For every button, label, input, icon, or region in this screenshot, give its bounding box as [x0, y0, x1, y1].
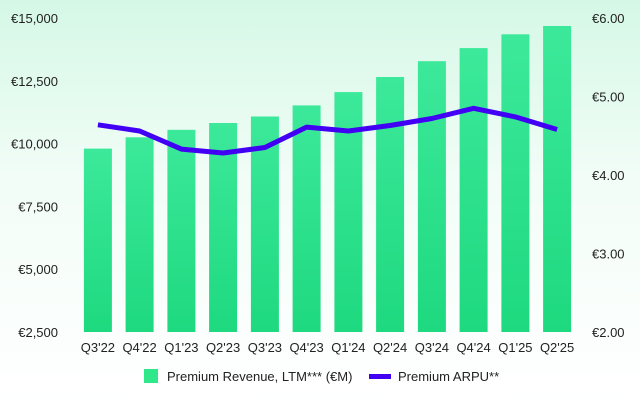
- y-right-tick-label: €2.00: [592, 325, 625, 340]
- y-left-tick-label: €7,500: [18, 199, 58, 214]
- x-axis: Q3'22 Q4'22 Q1'23 Q2'23 Q3'23 Q4'23 Q1'24 Q2'24…: [81, 340, 574, 355]
- legend-swatch-arpu: [369, 374, 391, 379]
- x-tick-label: Q1'24: [331, 340, 365, 355]
- legend: Premium Revenue, LTM*** (€M) Premium ARP…: [144, 369, 499, 384]
- x-tick-label: Q1'25: [498, 340, 532, 355]
- revenue-bar: [376, 77, 405, 332]
- legend-swatch-revenue: [144, 369, 158, 383]
- revenue-bar: [83, 148, 112, 332]
- y-right-tick-label: €5.00: [592, 90, 625, 105]
- x-tick-label: Q3'24: [415, 340, 449, 355]
- x-tick-label: Q2'24: [373, 340, 407, 355]
- revenue-bar: [292, 105, 321, 333]
- arpu-line: [97, 105, 558, 156]
- x-tick-label: Q3'22: [81, 340, 115, 355]
- revenue-bar: [501, 34, 530, 333]
- y-right-tick-label: €6.00: [592, 11, 625, 26]
- x-tick-label: Q1'23: [164, 340, 198, 355]
- legend-label-arpu: Premium ARPU**: [398, 369, 499, 384]
- revenue-bar: [167, 129, 196, 332]
- revenue-bar: [417, 61, 446, 332]
- y-left-tick-label: €2,500: [18, 325, 58, 340]
- revenue-bar: [543, 26, 572, 332]
- y-right-tick-label: €4.00: [592, 168, 625, 183]
- revenue-bar: [209, 123, 238, 332]
- line-series: [97, 105, 558, 156]
- revenue-bar: [125, 137, 154, 332]
- x-tick-label: Q3'23: [248, 340, 282, 355]
- y-right-tick-label: €3.00: [592, 247, 625, 262]
- x-tick-label: Q4'24: [456, 340, 490, 355]
- right-axis: €2.00 €3.00 €4.00 €5.00 €6.00: [592, 11, 625, 340]
- x-tick-label: Q2'25: [540, 340, 574, 355]
- revenue-bar: [459, 48, 488, 332]
- revenue-bar: [250, 116, 279, 332]
- x-tick-label: Q4'23: [289, 340, 323, 355]
- y-left-tick-label: €12,500: [11, 74, 58, 89]
- x-tick-label: Q4'22: [122, 340, 156, 355]
- y-left-tick-label: €10,000: [11, 137, 58, 152]
- y-left-tick-label: €15,000: [11, 11, 58, 26]
- y-left-tick-label: €5,000: [18, 262, 58, 277]
- bar-series: [83, 26, 572, 333]
- legend-label-revenue: Premium Revenue, LTM*** (€M): [167, 369, 352, 384]
- x-tick-label: Q2'23: [206, 340, 240, 355]
- left-axis: €2,500 €5,000 €7,500 €10,000 €12,500 €15,000: [11, 11, 58, 340]
